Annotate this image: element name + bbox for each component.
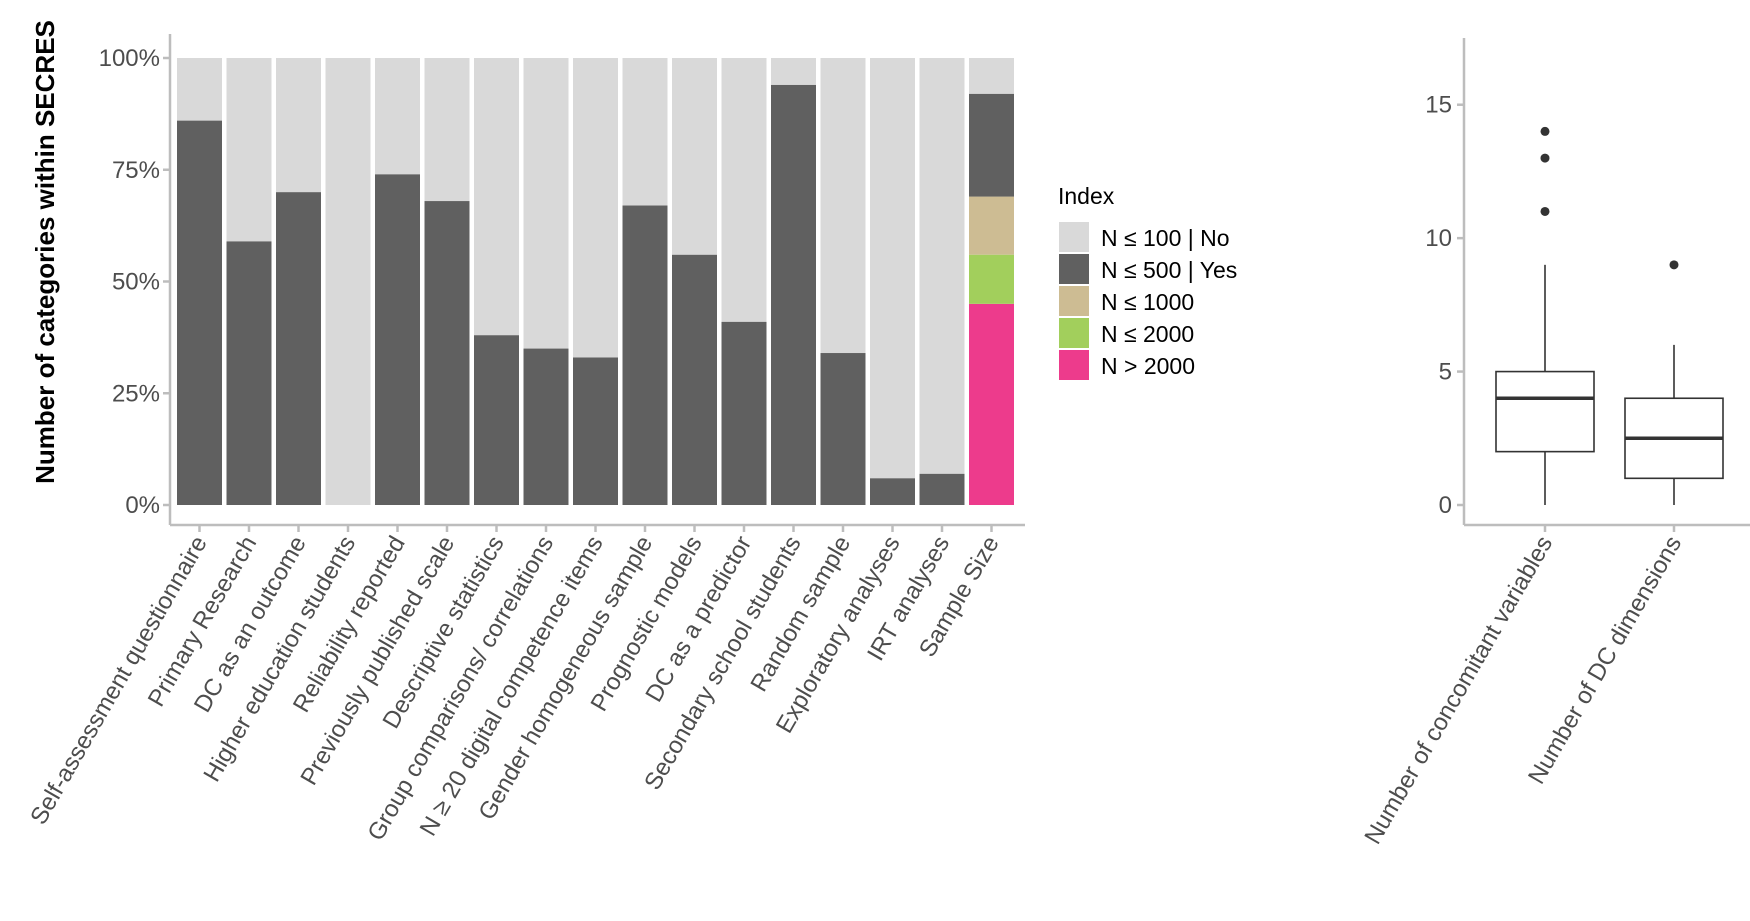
box-plot-panel: 0 5 10 15 Number of concomitant variablesNu… [1359, 38, 1750, 849]
bar-segment-n-2000 [969, 303, 1014, 505]
bar-y-tick-label: 0% [125, 492, 160, 519]
bar-segment-n-500-yes [177, 120, 222, 505]
bar-segment-n-100-no [177, 58, 222, 121]
legend-swatch [1059, 350, 1089, 380]
bar-segment-n-500-yes [375, 174, 420, 505]
bar-segment-n-500-yes [474, 335, 519, 505]
bar-y-tick-label: 50% [112, 269, 160, 296]
bar-segment-n-100-no [820, 58, 866, 354]
bar-segment-n-500-yes [969, 93, 1014, 197]
legend-label: N ≤ 1000 [1101, 289, 1194, 315]
bar-chart-y-axis: 0% 25% 50% 75% 100% [99, 45, 170, 519]
box-x-tick-label: Number of concomitant variables [1359, 532, 1558, 849]
bar-segment-n-100-no [424, 58, 470, 202]
bar-segment-n-100-no [474, 58, 519, 336]
box-x-tick-label: Number of DC dimensions [1523, 532, 1687, 789]
bar-segment-n-1000 [969, 196, 1014, 255]
bar-segment-n-500-yes [226, 241, 272, 505]
box-y-tick-label: 5 [1439, 359, 1452, 386]
bar-segment-n-100-no [573, 58, 618, 358]
bar-segment-n-500-yes [573, 357, 618, 505]
bar-segment-n-100-no [870, 58, 915, 479]
outlier-point [1540, 126, 1550, 136]
bar-segment-n-500-yes [424, 201, 470, 506]
bar-segment-n-100-no [969, 58, 1014, 94]
bar-segment-n-100-no [721, 58, 767, 322]
outlier-point [1540, 153, 1550, 163]
legend-label: N > 2000 [1101, 353, 1195, 379]
bar-segment-n-500-yes [523, 348, 569, 505]
bar-x-tick-label: Self-assessment questionnaire [25, 532, 212, 830]
box-y-tick-label: 0 [1439, 492, 1452, 519]
box-plot-boxes [1495, 126, 1724, 505]
bar-y-tick-label: 75% [112, 157, 160, 184]
bar-segment-n-100-no [375, 58, 420, 175]
legend-swatch [1059, 286, 1089, 316]
bar-segment-n-500-yes [622, 205, 668, 505]
box-y-tick-label: 10 [1425, 225, 1452, 252]
box-y-tick-label: 15 [1425, 92, 1452, 119]
bar-segment-n-500-yes [870, 478, 915, 505]
bar-y-tick-label: 100% [99, 45, 160, 72]
outlier-point [1669, 260, 1679, 270]
bar-segment-n-500-yes [721, 321, 767, 505]
outlier-point [1540, 206, 1550, 216]
bar-chart-panel: Number of categories within SECRES 0% 25%… [25, 20, 1025, 845]
box-plot-y-axis: 0 5 10 15 [1425, 92, 1464, 519]
bar-segment-n-2000 [969, 254, 1014, 304]
bar-segment-n-500-yes [276, 192, 321, 505]
bar-segment-n-100-no [276, 58, 321, 193]
interquartile-box [1495, 370, 1595, 453]
legend-title: Index [1058, 183, 1115, 209]
legend: Index N ≤ 100 | No N ≤ 500 | Yes N ≤ 1000 N… [1058, 183, 1237, 380]
bar-segment-n-500-yes [820, 353, 866, 505]
bar-y-tick-label: 25% [112, 380, 160, 407]
bar-segment-n-500-yes [672, 254, 717, 505]
bar-segment-n-500-yes [919, 473, 965, 505]
bar-segment-n-100-no [919, 58, 965, 474]
bar-chart-bars [177, 58, 1014, 506]
bar-segment-n-500-yes [771, 84, 816, 505]
legend-label: N ≤ 100 | No [1101, 225, 1230, 251]
box-number-of-dc-dimensions [1624, 260, 1724, 505]
legend-label: N ≤ 2000 [1101, 321, 1194, 347]
box-number-of-concomitant-variables [1495, 126, 1595, 505]
legend-swatch [1059, 318, 1089, 348]
bar-segment-n-100-no [622, 58, 668, 206]
bar-segment-n-100-no [325, 58, 371, 505]
legend-swatch [1059, 254, 1089, 284]
bar-segment-n-100-no [672, 58, 717, 255]
bar-segment-n-100-no [523, 58, 569, 349]
legend-label: N ≤ 500 | Yes [1101, 257, 1237, 283]
bar-chart-y-axis-title: Number of categories within SECRES [30, 20, 60, 484]
legend-swatch [1059, 222, 1089, 252]
bar-segment-n-100-no [226, 58, 272, 242]
bar-segment-n-100-no [771, 58, 816, 85]
